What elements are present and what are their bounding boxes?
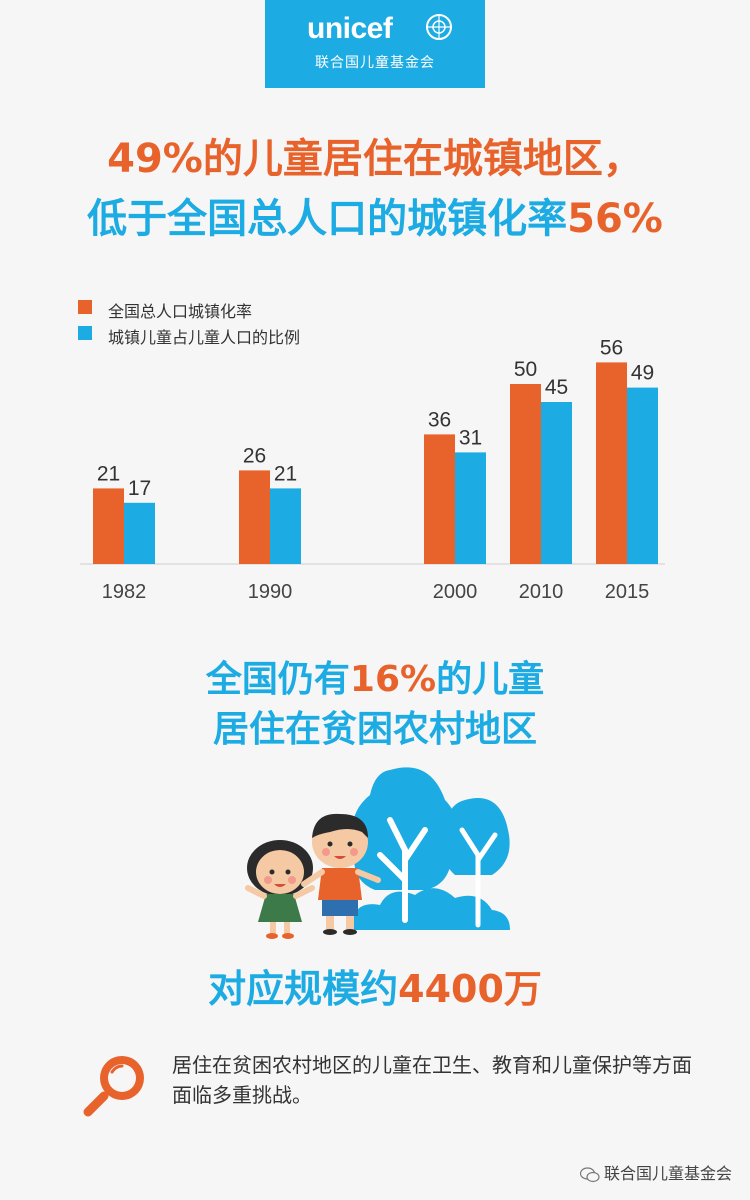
bar-chart-svg: 21 17 1982 26 21 1990 36 31 2000 50 45 2010 56 49 2015 [80,336,665,603]
data-label-children-2010: 45 [545,376,568,399]
logo-subtitle: 联合国儿童基金会 [315,55,435,71]
x-tick-label-1990: 1990 [248,581,293,603]
boy-figure-icon [301,813,381,935]
headline-line-1-text: 的儿童居住在城镇地区， [202,136,643,182]
bar-children-2015 [627,387,658,564]
urbanization-chart: 全国总人口城镇化率 城镇儿童占儿童人口的比例 21 17 1982 26 21 1990 3… [0,280,750,620]
data-label-national-2000: 36 [428,408,451,431]
globe-emblem-icon [426,14,452,40]
girl-figure-icon [245,840,315,939]
poverty-line-1-b: 的儿童 [436,659,545,700]
tree-large-icon [352,767,458,890]
data-label-national-1990: 26 [243,444,266,467]
headline-line-2: 低于全国总人口的城镇化率56% [0,186,750,244]
scale-number: 4400万 [398,967,542,1011]
poverty-line-1: 全国仍有16%的儿童 [0,650,750,702]
footer-credit: 联合国儿童基金会 [579,1160,732,1184]
data-label-national-1982: 21 [97,462,120,485]
x-tick-label-2010: 2010 [519,581,564,603]
scale-line: 对应规模约4400万 [0,958,750,1013]
poverty-line-1-a: 全国仍有 [205,659,350,700]
poverty-line-2: 居住在贫困农村地区 [212,709,537,750]
data-label-children-1990: 21 [274,462,297,485]
wechat-icon [579,1166,600,1182]
bar-national-1990 [239,470,270,564]
legend-swatch-national [78,300,92,314]
x-tick-label-1982: 1982 [102,581,147,603]
headline-pct-49: 49% [107,136,203,182]
bar-children-2010 [541,402,572,564]
unicef-logo: unicef 联合国儿童基金会 [265,0,485,88]
bar-national-1982 [93,488,124,564]
x-tick-label-2000: 2000 [433,581,478,603]
legend-label-children: 城镇儿童占儿童人口的比例 [108,328,301,347]
bar-children-1990 [270,488,301,564]
bar-national-2000 [424,434,455,564]
legend-label-national: 全国总人口城镇化率 [108,302,253,321]
x-tick-label-2015: 2015 [605,581,650,603]
magnifier-icon [83,1056,144,1117]
headline-pct-56: 56% [567,196,663,242]
data-label-children-2015: 49 [631,362,654,385]
poverty-pct-16: 16% [349,659,437,700]
note-text: 居住在贫困农村地区的儿童在卫生、教育和儿童保护等方面面临多重挑战。 [172,1053,692,1107]
footer-text: 联合国儿童基金会 [603,1164,732,1183]
legend-swatch-children [78,326,92,340]
data-label-children-2000: 31 [459,426,482,449]
logo-wordmark: unicef [307,12,393,45]
data-label-national-2010: 50 [514,358,537,381]
data-label-children-1982: 17 [128,477,151,500]
children-trees-illustration [245,767,510,939]
bar-children-2000 [455,452,486,564]
bar-children-1982 [124,502,155,564]
scale-text: 对应规模约 [208,967,399,1011]
tree-small-icon [442,798,510,875]
data-label-national-2015: 56 [600,336,623,359]
headline-line-1: 49%的儿童居住在城镇地区， [0,126,750,184]
bar-national-2015 [596,362,627,564]
headline-line-2-text: 低于全国总人口的城镇化率 [87,196,568,242]
bar-national-2010 [510,384,541,564]
